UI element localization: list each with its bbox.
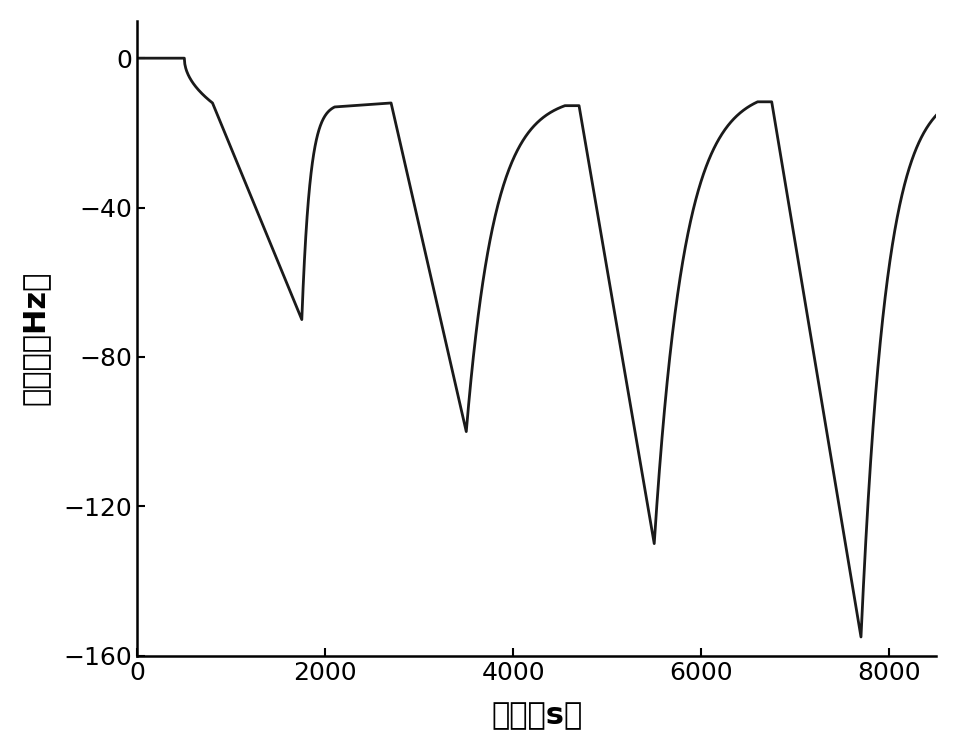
Y-axis label: 灵敏度（Hz）: 灵敏度（Hz）	[21, 271, 50, 406]
X-axis label: 时间（s）: 时间（s）	[491, 701, 583, 730]
